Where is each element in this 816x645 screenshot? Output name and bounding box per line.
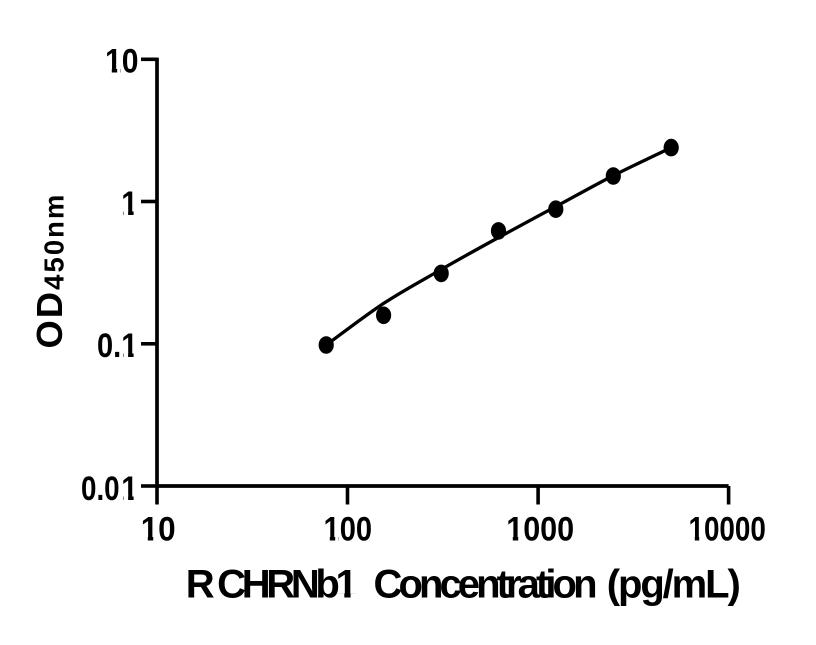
- svg-text:0.: 0.: [97, 327, 121, 365]
- svg-text:10000: 10000: [688, 511, 766, 549]
- svg-text:1000: 1000: [506, 511, 574, 549]
- svg-text:1: 1: [121, 327, 138, 365]
- svg-text:100: 100: [324, 511, 373, 549]
- svg-text:0.0: 0.0: [81, 470, 120, 508]
- svg-text:10: 10: [105, 43, 139, 81]
- svg-text:10: 10: [141, 511, 176, 549]
- svg-text:OD450nm: OD450nm: [29, 193, 70, 349]
- svg-text:1: 1: [121, 185, 138, 223]
- svg-text:1: 1: [121, 470, 138, 508]
